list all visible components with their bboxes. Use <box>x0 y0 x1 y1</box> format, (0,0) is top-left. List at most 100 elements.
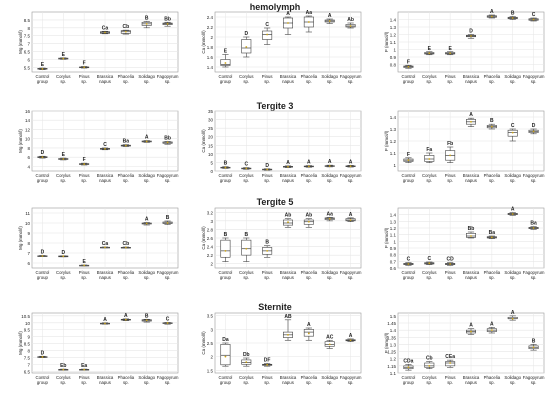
significance-letter: D <box>265 163 269 169</box>
y-axis-label: Ca (mmol/l) <box>201 129 206 153</box>
significance-letter: E <box>62 152 66 158</box>
mean-marker <box>245 361 248 363</box>
significance-letter: B <box>532 338 536 344</box>
mean-marker <box>62 57 65 60</box>
y-tick-label: 9 <box>27 231 30 236</box>
y-tick-label: 1.4 <box>390 18 397 23</box>
y-axis-label: Mg (mmol/l) <box>18 129 23 153</box>
mean-marker <box>224 249 227 252</box>
y-tick-label: 1 <box>393 239 396 244</box>
significance-letter: Db <box>243 352 250 358</box>
x-tick-label: Brassica <box>280 375 297 380</box>
x-tick-label: napus <box>99 79 111 84</box>
significance-letter: A <box>490 9 494 15</box>
x-tick-label: sp. <box>327 275 333 280</box>
x-tick-label: sp. <box>327 178 333 183</box>
mean-marker <box>407 65 410 68</box>
y-tick-label: 1.2 <box>390 139 397 144</box>
mean-marker <box>470 35 472 37</box>
x-tick-label: Solidago <box>504 270 521 275</box>
y-tick-label: 1.4 <box>390 213 397 218</box>
mean-marker <box>266 249 269 252</box>
y-axis-label: Mg (mmol/l) <box>18 30 23 54</box>
x-tick-label: sp. <box>426 178 432 183</box>
x-tick-label: sp. <box>144 178 150 183</box>
x-tick-label: sp. <box>447 380 453 385</box>
y-tick-label: 1.2 <box>390 357 397 362</box>
mean-marker <box>407 366 410 369</box>
significance-letter: B <box>490 118 494 124</box>
x-tick-label: Brassica <box>463 173 480 178</box>
x-tick-label: Corylus <box>239 173 254 178</box>
x-tick-label: Control <box>35 74 49 79</box>
x-tick-label: sp. <box>123 79 129 84</box>
x-tick-label: Fagopyrum <box>523 173 545 178</box>
mean-marker <box>532 130 535 133</box>
y-tick-label: 1.1 <box>390 371 397 376</box>
x-tick-label: sp. <box>531 275 537 280</box>
y-tick-label: 0.8 <box>390 253 397 258</box>
mean-marker <box>41 67 44 70</box>
significance-letter: D <box>41 250 45 256</box>
x-tick-label: Corylus <box>422 173 437 178</box>
significance-letter: F <box>407 59 410 65</box>
mean-marker <box>124 30 127 33</box>
mean-marker <box>349 339 352 342</box>
significance-letter: F <box>83 60 86 66</box>
significance-letter: DF <box>264 357 271 363</box>
mean-marker <box>83 66 86 69</box>
x-tick-label: group <box>220 178 232 183</box>
significance-letter: B <box>265 240 269 246</box>
x-tick-label: group <box>37 178 49 183</box>
significance-letter: E <box>428 46 432 52</box>
section-title-tergite-3: Tergite 3 <box>256 101 294 111</box>
mean-marker <box>62 368 65 371</box>
x-tick-label: napus <box>282 275 294 280</box>
y-tick-label: 8.5 <box>24 342 31 347</box>
x-tick-label: sp. <box>531 178 537 183</box>
mean-marker <box>307 220 310 223</box>
x-tick-label: Fagopyrum <box>157 74 179 79</box>
y-tick-label: 1.4 <box>207 65 214 70</box>
x-tick-label: Brassica <box>97 74 114 79</box>
significance-letter: Ab <box>347 17 354 23</box>
significance-letter: Cb <box>123 24 130 30</box>
significance-letter: A <box>307 322 311 328</box>
mean-marker <box>490 125 493 128</box>
y-tick-label: 0.7 <box>390 259 397 264</box>
x-tick-label: sp. <box>348 380 354 385</box>
mean-marker <box>511 213 514 215</box>
x-tick-label: sp. <box>447 79 453 84</box>
x-tick-label: sp. <box>306 380 312 385</box>
mean-marker <box>428 364 431 367</box>
mean-marker <box>224 62 227 64</box>
significance-letter: A <box>328 159 332 165</box>
mean-marker <box>83 163 86 165</box>
x-tick-label: Pinus <box>262 173 273 178</box>
y-tick-label: 1.5 <box>390 314 397 319</box>
x-tick-label: sp. <box>348 275 354 280</box>
mean-marker <box>349 25 352 27</box>
section-title-sternite: Sternite <box>258 302 292 312</box>
x-tick-label: Pinus <box>445 74 456 79</box>
y-tick-label: 1.3 <box>390 127 397 132</box>
mean-marker <box>145 22 148 25</box>
mean-marker <box>449 52 452 55</box>
significance-letter: Aa <box>306 10 313 16</box>
mean-marker <box>166 222 169 224</box>
x-tick-label: Fagopyrum <box>157 375 179 380</box>
y-tick-label: 1.1 <box>390 151 397 156</box>
x-tick-label: Control <box>218 270 232 275</box>
mean-marker <box>104 246 106 249</box>
y-tick-label: 2.2 <box>207 253 214 258</box>
x-tick-label: sp. <box>60 275 66 280</box>
mean-marker <box>328 20 331 22</box>
significance-letter: D <box>41 350 45 356</box>
y-tick-label: 6.5 <box>24 49 31 54</box>
x-tick-label: sp. <box>264 275 270 280</box>
significance-letter: Ea <box>81 363 87 369</box>
significance-letter: Ba <box>530 221 537 227</box>
y-tick-label: 6 <box>27 57 30 62</box>
y-tick-label: 15 <box>208 143 214 148</box>
mean-marker <box>124 318 127 321</box>
